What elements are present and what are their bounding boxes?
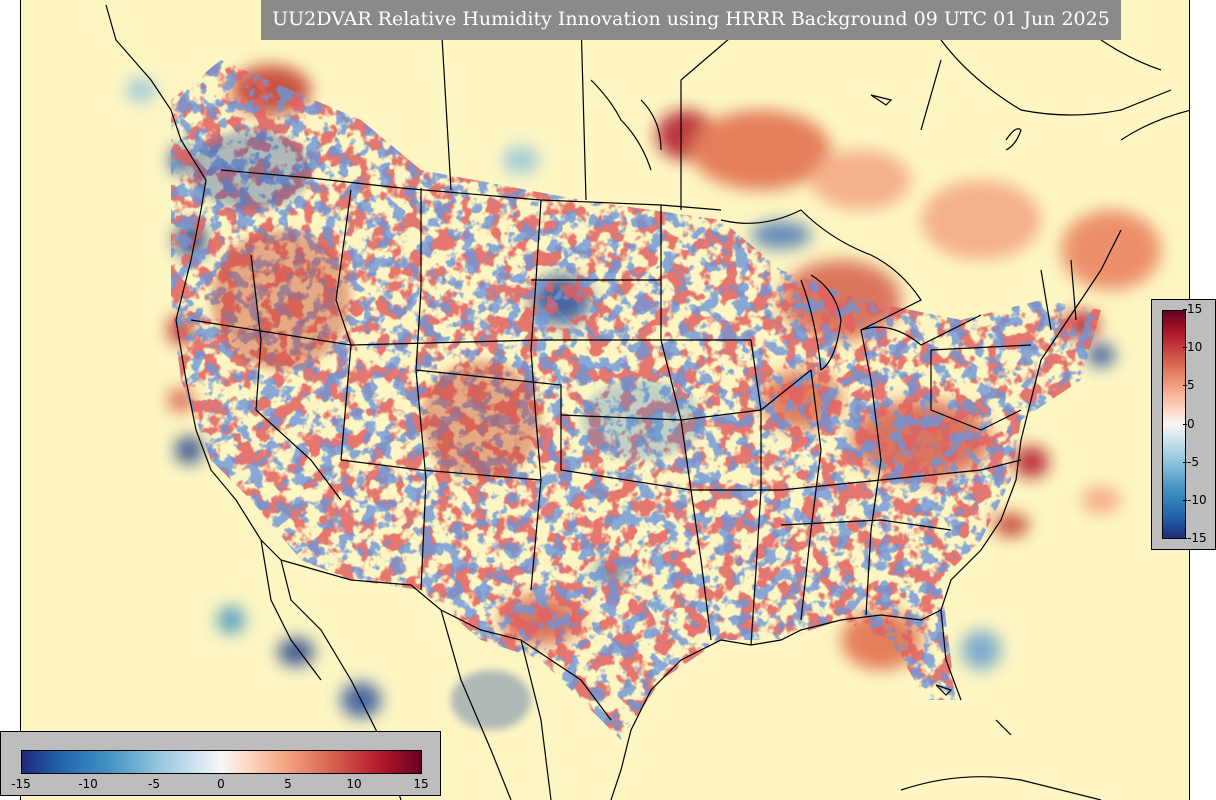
horizontal-colorbar-tick: 0 — [217, 777, 225, 791]
vertical-colorbar-tick: -15 — [1183, 531, 1207, 545]
horizontal-colorbar-tick: 5 — [284, 777, 292, 791]
vertical-colorbar-tick: 15 — [1182, 302, 1203, 316]
map-boundaries — [105, 4, 1189, 800]
map-panel[interactable]: UU2DVAR Relative Humidity Innovation usi… — [20, 0, 1190, 800]
vertical-colorbar-tick: -5 — [1183, 455, 1199, 469]
horizontal-colorbar-tick: -10 — [78, 777, 98, 791]
horizontal-colorbar-tick: 15 — [413, 777, 429, 791]
vertical-colorbar-tick: -10 — [1183, 493, 1207, 507]
humidity-innovation-map — [105, 4, 1189, 800]
map-title: UU2DVAR Relative Humidity Innovation usi… — [261, 0, 1121, 40]
horizontal-colorbar: -15 -10 -5 0 5 10 15 — [0, 731, 441, 796]
vertical-colorbar: 15 10 5 0 -5 -10 -15 — [1151, 299, 1216, 550]
vertical-colorbar-tick: 0 — [1183, 417, 1195, 431]
horizontal-colorbar-gradient — [21, 750, 422, 774]
innovation-field — [126, 60, 1161, 740]
horizontal-colorbar-tick: 10 — [346, 777, 362, 791]
vertical-colorbar-tick: 5 — [1183, 378, 1195, 392]
vertical-colorbar-tick: 10 — [1182, 340, 1203, 354]
horizontal-colorbar-tick: -5 — [148, 777, 160, 791]
horizontal-colorbar-tick: -15 — [11, 777, 31, 791]
